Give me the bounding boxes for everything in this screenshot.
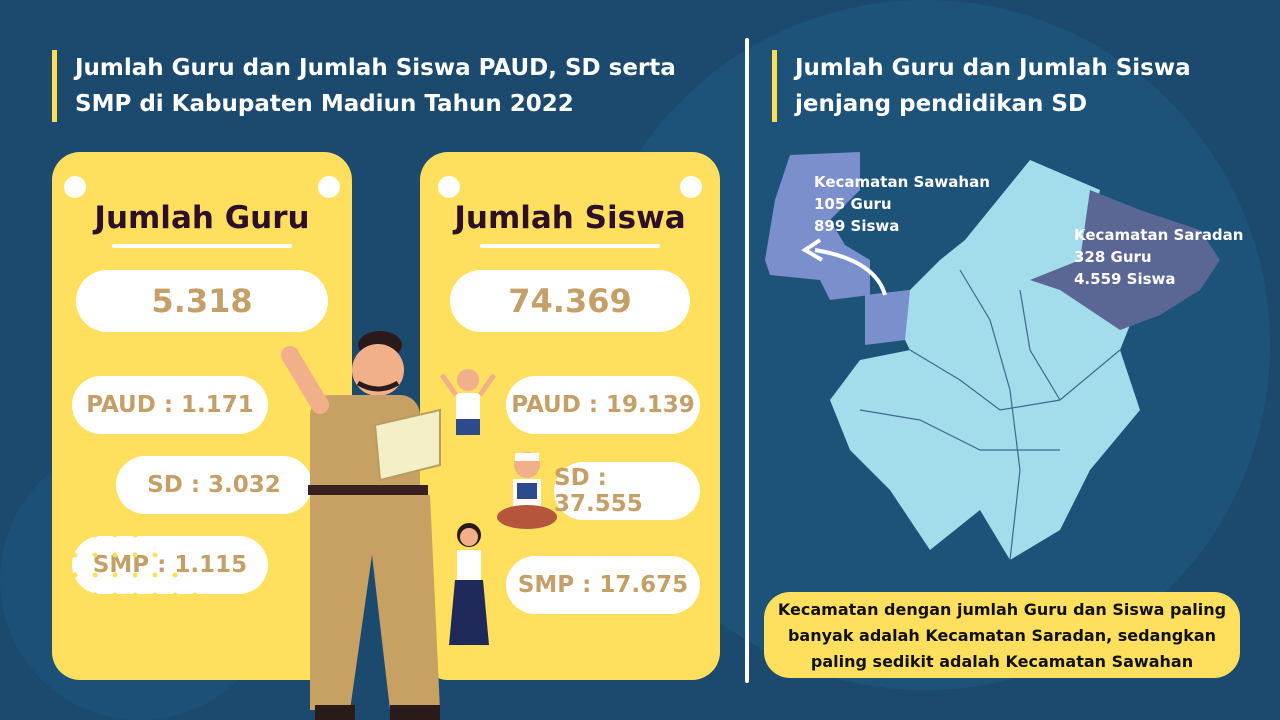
map-district-base	[830, 160, 1140, 560]
sawahan-label: Kecamatan Sawahan 105 Guru 899 Siswa	[814, 173, 990, 235]
dot	[52, 512, 58, 518]
dot	[92, 612, 98, 618]
dot	[152, 612, 158, 618]
dot	[112, 612, 118, 618]
dot	[72, 532, 78, 538]
dot	[132, 572, 138, 578]
dot	[52, 652, 58, 658]
dot	[132, 592, 138, 598]
map-district-saradan	[1030, 190, 1220, 330]
dot	[192, 612, 198, 618]
dots-decoration	[52, 492, 238, 658]
dot	[72, 512, 78, 518]
dot	[112, 512, 118, 518]
dot	[52, 612, 58, 618]
dot	[52, 592, 58, 598]
dot	[52, 572, 58, 578]
dot	[72, 632, 78, 638]
summary-note: Kecamatan dengan jumlah Guru dan Siswa p…	[764, 592, 1240, 678]
guru-paud: PAUD : 1.171	[72, 376, 268, 434]
dot	[192, 592, 198, 598]
dot	[172, 612, 178, 618]
dot	[172, 572, 178, 578]
child-reading-icon	[497, 452, 557, 529]
pin-hole	[438, 176, 460, 198]
dot	[152, 572, 158, 578]
dot	[132, 532, 138, 538]
divider	[745, 38, 749, 683]
left-title: Jumlah Guru dan Jumlah Siswa PAUD, SD se…	[52, 50, 676, 122]
guru-sd: SD : 3.032	[116, 456, 312, 514]
dot	[92, 592, 98, 598]
guru-total: 5.318	[76, 270, 328, 332]
dot	[112, 552, 118, 558]
dot	[92, 652, 98, 658]
dot	[52, 632, 58, 638]
dot	[92, 632, 98, 638]
guru-card: Jumlah Guru 5.318 PAUD : 1.171 SD : 3.03…	[52, 152, 352, 680]
dot	[72, 652, 78, 658]
guru-heading: Jumlah Guru	[94, 200, 310, 236]
dot	[92, 552, 98, 558]
dot	[172, 632, 178, 638]
child-boy-icon	[440, 369, 497, 435]
dot	[52, 532, 58, 538]
arrow-icon	[814, 248, 887, 296]
dot	[112, 572, 118, 578]
saradan-label: Kecamatan Saradan 328 Guru 4.559 Siswa	[1074, 226, 1244, 288]
dot	[132, 652, 138, 658]
dot	[172, 652, 178, 658]
dot	[132, 632, 138, 638]
child-girl-icon	[449, 523, 489, 645]
dot	[72, 552, 78, 558]
pin-hole	[680, 176, 702, 198]
dot	[232, 632, 238, 638]
map-district-sawahan	[765, 152, 910, 345]
dot	[132, 612, 138, 618]
pin-hole	[64, 176, 86, 198]
pin-hole	[318, 176, 340, 198]
dot	[72, 592, 78, 598]
dot	[192, 652, 198, 658]
madiun-map	[765, 152, 1220, 561]
siswa-paud: PAUD : 19.139	[506, 376, 700, 434]
dot	[152, 632, 158, 638]
dot	[92, 512, 98, 518]
dot	[92, 492, 98, 498]
dot	[52, 492, 58, 498]
dot	[72, 612, 78, 618]
siswa-smp: SMP : 17.675	[506, 556, 700, 614]
dot	[72, 492, 78, 498]
dot	[152, 592, 158, 598]
dot	[172, 592, 178, 598]
dot	[52, 552, 58, 558]
dot	[192, 632, 198, 638]
siswa-sd: SD : 37.555	[554, 462, 700, 520]
dot	[92, 532, 98, 538]
siswa-total: 74.369	[450, 270, 690, 332]
underline	[112, 244, 292, 248]
dot	[72, 572, 78, 578]
teacher-illustration	[281, 331, 441, 720]
guru-smp: SMP : 1.115	[72, 536, 268, 594]
dot	[112, 592, 118, 598]
dot	[152, 652, 158, 658]
dot	[112, 532, 118, 538]
dot	[212, 652, 218, 658]
dot	[152, 552, 158, 558]
dot	[232, 652, 238, 658]
underline	[480, 244, 660, 248]
dot	[92, 572, 98, 578]
dot	[132, 552, 138, 558]
dot	[112, 632, 118, 638]
dot	[212, 632, 218, 638]
dot	[112, 652, 118, 658]
dot	[212, 612, 218, 618]
right-title: Jumlah Guru dan Jumlah Siswa jenjang pen…	[772, 50, 1191, 122]
siswa-heading: Jumlah Siswa	[454, 200, 686, 236]
